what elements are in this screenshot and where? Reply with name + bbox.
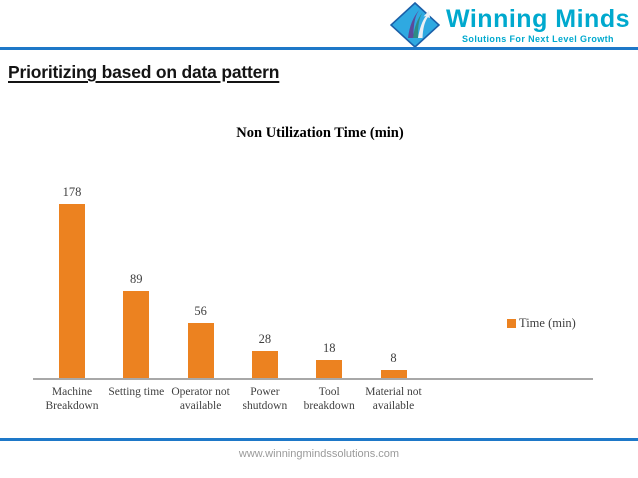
category-label: Tool breakdown: [303, 386, 355, 412]
category-label: Operator not available: [171, 386, 230, 412]
bar-value-label: 8: [390, 351, 397, 366]
bar-value-label: 56: [194, 304, 207, 319]
header-logo: Winning Minds Solutions For Next Level G…: [389, 2, 630, 48]
legend-label: Time (min): [519, 316, 576, 330]
x-axis-line: [33, 377, 593, 380]
brand-tagline: Solutions For Next Level Growth: [462, 33, 614, 44]
footer-url: www.winningmindssolutions.com: [238, 448, 400, 460]
bar: [123, 290, 150, 378]
footer-divider: [0, 438, 638, 441]
bar-value-label: 28: [258, 331, 272, 346]
category-label: Material not available: [365, 386, 422, 412]
legend-swatch-icon: [507, 319, 516, 328]
bar: [187, 323, 214, 378]
bar-value-label: 89: [130, 271, 143, 286]
legend: Time (min): [507, 316, 576, 331]
bar-value-label: 18: [322, 341, 336, 356]
chart-title: Non Utilization Time (min): [236, 125, 404, 141]
bar: [316, 360, 343, 378]
bar: [59, 203, 85, 378]
header-divider: [0, 47, 638, 50]
bar: [251, 350, 278, 378]
brand-name: Winning Minds: [445, 5, 630, 34]
bar-value-label: 178: [62, 184, 82, 199]
bar: [380, 370, 407, 378]
page-title: Prioritizing based on data pattern: [8, 62, 280, 82]
category-label: Machine Breakdown: [45, 386, 99, 412]
brand-text-block: Winning Minds Solutions For Next Level G…: [445, 5, 630, 44]
category-label: Setting time: [108, 386, 165, 398]
brand-diamond-icon: [389, 2, 440, 48]
category-label: Power shutdown: [242, 386, 288, 412]
bar-chart: Non Utilization Time (min) 178 Machine Bre…: [0, 110, 638, 430]
